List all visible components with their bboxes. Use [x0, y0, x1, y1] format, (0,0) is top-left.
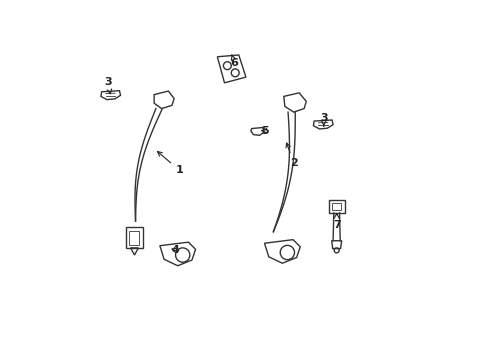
Text: 6: 6 — [230, 55, 238, 68]
Text: 3: 3 — [104, 77, 112, 94]
Text: 3: 3 — [319, 113, 327, 126]
Text: 2: 2 — [285, 143, 297, 168]
Text: 7: 7 — [332, 213, 340, 230]
Bar — [331, 203, 341, 210]
Bar — [328, 201, 344, 213]
Bar — [129, 231, 139, 245]
Text: 4: 4 — [172, 246, 180, 255]
Text: 1: 1 — [157, 152, 183, 175]
Bar — [125, 227, 143, 248]
Text: 5: 5 — [261, 126, 268, 136]
